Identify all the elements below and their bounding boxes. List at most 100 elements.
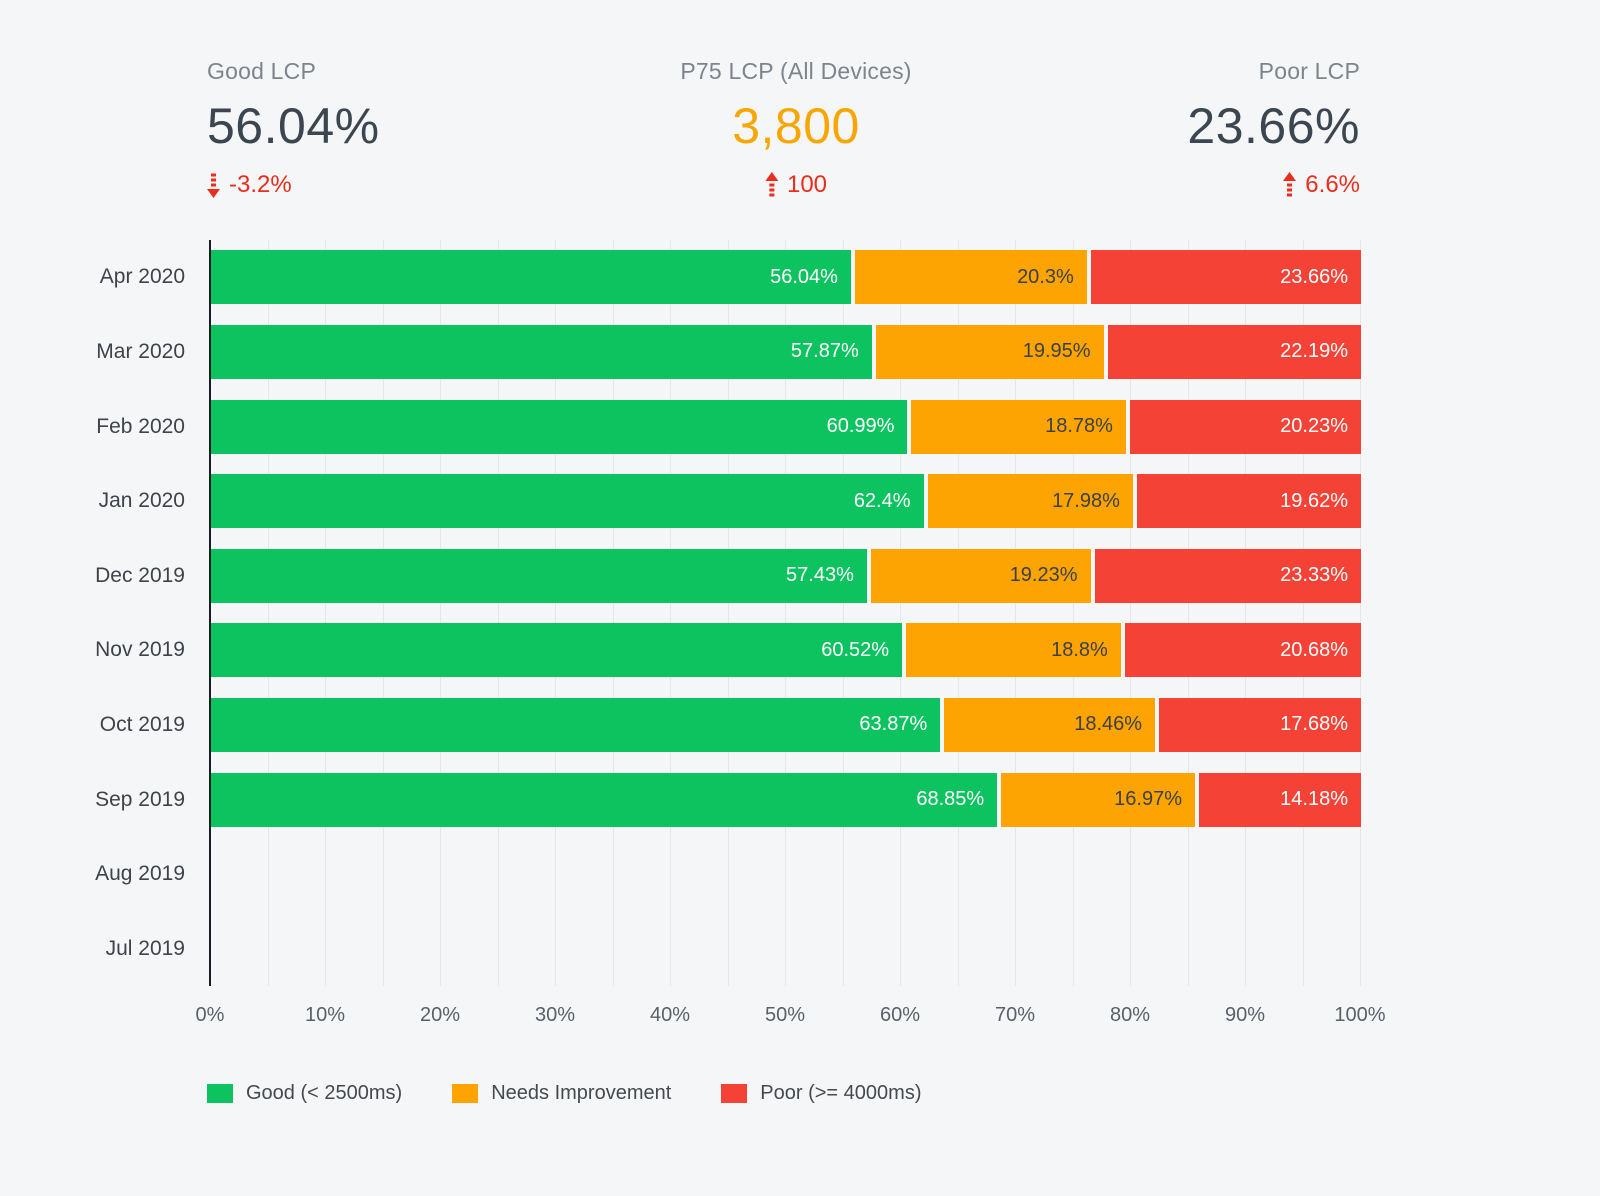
kpi-poor-lcp-label: Poor LCP — [1258, 58, 1360, 84]
bar-value-label: 19.23% — [1009, 564, 1078, 587]
bar-segment: 63.87% — [211, 697, 941, 752]
bar-value-label: 19.62% — [1280, 489, 1348, 512]
gridline — [670, 240, 671, 986]
kpi-p75-lcp-label: P75 LCP (All Devices) — [680, 58, 912, 84]
bar-segment: 18.8% — [906, 623, 1121, 678]
bar-value-label: 16.97% — [1114, 788, 1183, 810]
category-label: Nov 2019 — [95, 638, 185, 662]
gridline — [842, 240, 844, 986]
legend-swatch — [452, 1084, 479, 1103]
gridline — [440, 240, 441, 986]
category-label: Oct 2019 — [99, 712, 185, 736]
bar-row: 63.87% 18.46% 17.68% — [211, 697, 1361, 752]
bar-value-label: 20.23% — [1280, 415, 1348, 437]
kpi-poor-lcp: Poor LCP 23.66% 6.6% — [1187, 58, 1360, 199]
bar-segment: 23.33% — [1094, 548, 1361, 603]
bar-segment: 20.23% — [1129, 399, 1361, 454]
gridline — [1245, 240, 1246, 986]
bar-value-label: 23.66% — [1280, 265, 1348, 288]
bar-value-label: 57.87% — [790, 340, 859, 363]
legend-item[interactable]: Good (< 2500ms) — [207, 1082, 402, 1105]
legend-label: Good (< 2500ms) — [246, 1082, 403, 1104]
bar-row: 57.87% 19.95% 22.19% — [211, 324, 1361, 379]
legend-item[interactable]: Needs Improvement — [452, 1082, 671, 1105]
x-tick-label: 10% — [304, 1004, 346, 1026]
gridline — [1302, 240, 1304, 986]
bar-value-label: 17.68% — [1280, 713, 1348, 736]
bar-segment: 60.99% — [211, 399, 908, 454]
x-tick-label: 0% — [195, 1004, 225, 1026]
kpi-p75-lcp: P75 LCP (All Devices) 3,800 100 — [680, 58, 911, 199]
bar-segment: 68.85% — [211, 772, 998, 827]
category-label: Apr 2020 — [99, 265, 185, 289]
bar-value-label: 18.78% — [1045, 415, 1113, 437]
bar-segment: 16.97% — [1001, 772, 1196, 827]
bar-segment: 19.62% — [1136, 474, 1361, 529]
x-tick-label: 60% — [879, 1004, 921, 1026]
gridline — [1015, 240, 1016, 986]
x-tick-label: 40% — [649, 1004, 691, 1026]
gridline — [612, 240, 614, 986]
bar-segment: 56.04% — [211, 250, 851, 305]
bar-segment: 60.52% — [211, 623, 903, 678]
arrow-up-icon — [764, 172, 778, 198]
kpi-poor-lcp-delta: 6.6% — [1187, 171, 1360, 199]
bar-segment: 20.68% — [1124, 623, 1361, 678]
bar-segment: 22.19% — [1107, 324, 1361, 379]
legend-swatch — [207, 1084, 233, 1103]
bar-value-label: 60.52% — [821, 638, 890, 661]
bar-value-label: 20.68% — [1280, 638, 1348, 661]
gridline — [497, 240, 499, 986]
category-label: Jul 2019 — [105, 936, 185, 960]
gridline — [1072, 240, 1074, 986]
gridline — [1360, 240, 1361, 986]
kpi-poor-lcp-value: 23.66% — [1187, 98, 1360, 154]
gridline — [900, 240, 901, 986]
bar-value-label: 60.99% — [826, 415, 895, 437]
gridline — [1187, 240, 1189, 986]
plot-area: 56.04% 20.3% 23.66% 57.87% 19.95% 22.19% 60.99… — [209, 240, 1361, 986]
bar-segment: 17.68% — [1159, 697, 1361, 752]
gridline — [267, 240, 269, 986]
bar-value-label: 17.98% — [1052, 489, 1120, 512]
kpi-good-lcp-value: 56.04% — [207, 98, 380, 154]
category-label: Dec 2019 — [95, 563, 185, 587]
x-tick-label: 100% — [1334, 1004, 1386, 1026]
gridline — [785, 240, 786, 986]
kpi-good-lcp-delta: -3.2% — [207, 171, 380, 199]
bar-row: 56.04% 20.3% 23.66% — [211, 250, 1361, 305]
legend-item[interactable]: Poor (>= 4000ms) — [721, 1082, 921, 1105]
bar-segment: 57.43% — [211, 548, 867, 603]
x-tick-label: 20% — [419, 1004, 461, 1026]
bar-value-label: 18.46% — [1074, 713, 1143, 736]
chart-legend: Good (< 2500ms) Needs Improvement Poor (>=… — [207, 1082, 921, 1105]
bar-segment: 20.3% — [854, 250, 1087, 305]
bar-value-label: 23.33% — [1280, 564, 1348, 587]
bar-value-label: 22.19% — [1280, 340, 1348, 363]
bar-segment: 19.23% — [870, 548, 1091, 603]
gridline — [727, 240, 729, 986]
kpi-p75-lcp-value: 3,800 — [732, 98, 860, 154]
category-label: Sep 2019 — [95, 787, 185, 811]
bar-row: 62.4% 17.98% 19.62% — [211, 474, 1361, 529]
bar-value-label: 56.04% — [770, 265, 838, 288]
legend-swatch — [721, 1084, 748, 1103]
bar-segment: 14.18% — [1199, 772, 1361, 827]
kpi-good-lcp-label: Good LCP — [207, 58, 316, 84]
kpi-good-lcp-delta-value: -3.2% — [229, 171, 292, 198]
arrow-down-icon — [207, 172, 220, 198]
gridline — [1130, 240, 1131, 986]
bar-value-label: 62.4% — [853, 489, 911, 512]
bar-segment: 23.66% — [1090, 250, 1361, 305]
bar-value-label: 14.18% — [1280, 788, 1348, 810]
y-axis-line — [209, 240, 211, 986]
bar-segment: 57.87% — [211, 324, 872, 379]
gridline — [555, 240, 556, 986]
gridline — [382, 240, 384, 986]
bar-segment: 17.98% — [927, 474, 1133, 529]
bar-segment: 18.46% — [944, 697, 1156, 752]
bar-segment: 19.95% — [875, 324, 1104, 379]
bar-row: 68.85% 16.97% 14.18% — [211, 772, 1361, 827]
x-tick-label: 90% — [1224, 1004, 1266, 1026]
